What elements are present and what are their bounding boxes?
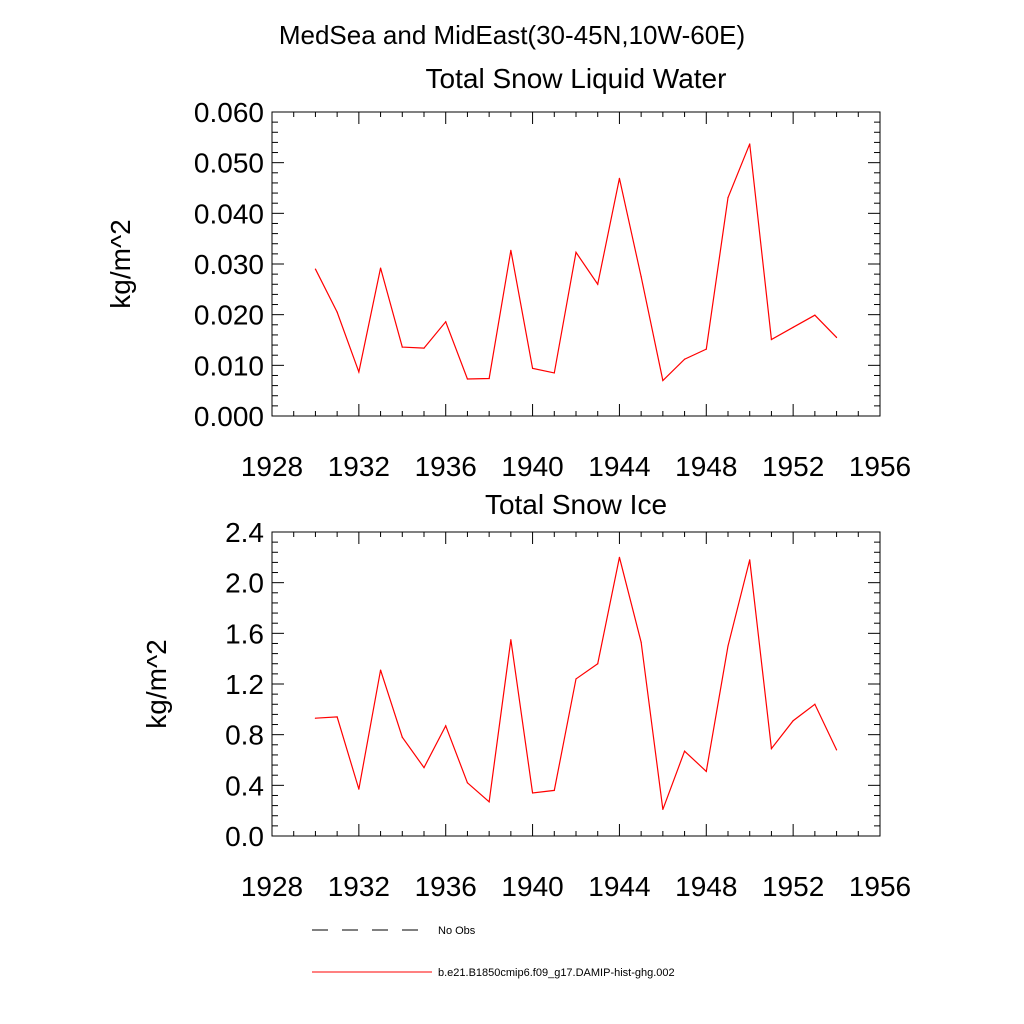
data-point: [792, 326, 794, 328]
y-tick-label: 1.6: [225, 618, 264, 649]
x-tick-label: 1940: [501, 871, 563, 902]
y-tick-label: 0.4: [225, 770, 264, 801]
x-tick-label: 1948: [675, 451, 737, 482]
data-point: [727, 645, 729, 647]
data-point: [662, 379, 664, 382]
data-point: [379, 669, 382, 671]
data-point: [770, 748, 773, 750]
data-point: [835, 336, 838, 339]
series-line-1: [315, 557, 838, 810]
data-point: [705, 348, 707, 350]
x-tick-label: 1956: [849, 451, 911, 482]
data-point: [466, 378, 469, 380]
y-tick-label: 0.0: [225, 821, 264, 852]
data-point: [770, 338, 773, 341]
y-tick-label: 0.030: [194, 249, 264, 280]
data-point: [749, 559, 751, 561]
chart-title: Total Snow Ice: [485, 489, 667, 520]
x-tick-label: 1952: [762, 871, 824, 902]
data-point: [597, 283, 599, 285]
x-tick-label: 1932: [328, 451, 390, 482]
data-point: [445, 321, 447, 323]
y-tick-label: 2.0: [225, 568, 264, 599]
data-point: [358, 788, 360, 790]
x-tick-label: 1928: [241, 451, 303, 482]
data-point: [401, 736, 403, 738]
data-point: [792, 720, 794, 722]
data-point: [358, 371, 360, 373]
plot-frame: [271, 111, 881, 417]
data-point: [423, 767, 425, 769]
data-point: [445, 725, 447, 727]
plot-frame: [271, 531, 881, 837]
data-point: [575, 678, 577, 680]
x-tick-label: 1932: [328, 871, 390, 902]
data-point: [314, 268, 317, 270]
data-point: [401, 346, 403, 348]
y-tick-label: 0.8: [225, 720, 264, 751]
x-tick-label: 1944: [588, 451, 650, 482]
data-point: [662, 808, 664, 811]
data-point: [683, 750, 686, 752]
x-tick-label: 1936: [415, 451, 477, 482]
x-tick-label: 1956: [849, 871, 911, 902]
x-tick-label: 1952: [762, 451, 824, 482]
x-tick-label: 1928: [241, 871, 303, 902]
data-point: [575, 251, 577, 253]
data-point: [531, 792, 534, 794]
data-point: [814, 314, 816, 316]
data-point: [597, 663, 599, 665]
legend-label-2: b.e21.B1850cmip6.f09_g17.DAMIP-hist-ghg.…: [438, 967, 675, 979]
chart-panel-2: Total Snow Ice 1928 1932 1936 1940 1944 1948 19…: [141, 489, 911, 902]
data-point: [553, 372, 555, 374]
data-point: [835, 749, 838, 751]
data-point: [618, 177, 621, 179]
data-point: [336, 311, 338, 313]
x-tick-label: 1948: [675, 871, 737, 902]
y-tick-label: 0.010: [194, 350, 264, 381]
data-point: [488, 377, 490, 380]
y-tick-label: 0.060: [194, 97, 264, 128]
data-point: [510, 639, 512, 641]
data-point: [531, 367, 534, 369]
data-point: [640, 276, 642, 278]
data-point: [336, 716, 338, 718]
x-tick-label: 1940: [501, 451, 563, 482]
data-point: [705, 770, 707, 773]
y-tick-label: 2.4: [225, 517, 264, 548]
x-tick-label: 1936: [415, 871, 477, 902]
y-tick-label: 0.000: [194, 401, 264, 432]
x-tick-label: 1944: [588, 871, 650, 902]
data-point: [683, 358, 686, 360]
chart-panel-1: Total Snow Liquid Water 1928 1932 1936 1940 1…: [105, 63, 911, 482]
figure-title: MedSea and MidEast(30-45N,10W-60E): [279, 20, 745, 50]
y-tick-label: 1.2: [225, 669, 264, 700]
chart-title: Total Snow Liquid Water: [426, 63, 727, 94]
data-point: [814, 703, 816, 705]
data-point: [510, 249, 512, 251]
data-point: [727, 197, 729, 199]
series-line-1: [314, 143, 837, 382]
data-point: [553, 789, 555, 792]
y-tick-label: 0.050: [194, 148, 264, 179]
y-tick-label: 0.040: [194, 198, 264, 229]
data-point: [749, 143, 751, 145]
legend: No Obs b.e21.B1850cmip6.f09_g17.DAMIP-his…: [312, 925, 675, 979]
chart-panels: Total Snow Liquid Water 1928 1932 1936 1940 1…: [105, 63, 911, 902]
data-point: [466, 782, 469, 784]
data-point: [423, 347, 425, 349]
data-point: [640, 641, 642, 643]
data-point: [618, 556, 621, 558]
data-point: [379, 267, 382, 269]
data-point: [488, 801, 490, 803]
legend-label-1: No Obs: [438, 925, 476, 937]
y-axis-label: kg/m^2: [105, 219, 136, 308]
data-point: [314, 717, 317, 719]
y-axis-label: kg/m^2: [141, 639, 172, 728]
y-tick-label: 0.020: [194, 300, 264, 331]
